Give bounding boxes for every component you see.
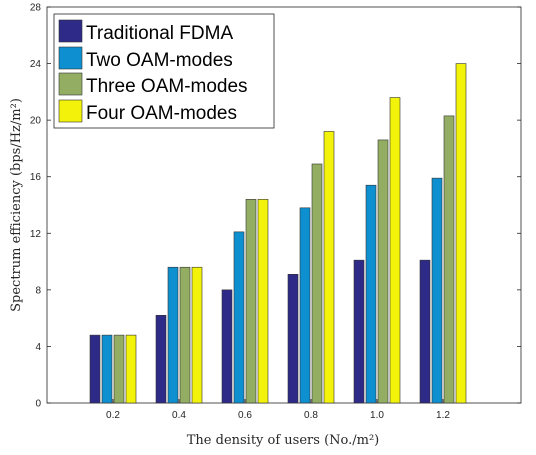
bar-four-oam-modes-1.2 [455, 63, 467, 404]
bar-traditional-fdma-1.2 [419, 259, 431, 404]
bar-three-oam-modes-0.2 [113, 334, 125, 404]
y-tick-label: 16 [30, 172, 42, 183]
bar-three-oam-modes-0.8 [311, 163, 323, 404]
x-tick-label: 0.6 [238, 410, 252, 421]
legend-swatch-two-oam-modes [58, 46, 83, 70]
bar-traditional-fdma-0.6 [221, 289, 233, 404]
bar-traditional-fdma-0.4 [155, 315, 167, 404]
legend-swatch-traditional-fdma [58, 19, 83, 43]
legend-swatch-three-oam-modes [58, 72, 83, 96]
x-tick-label: 1.2 [436, 410, 450, 421]
y-tick-label: 0 [35, 399, 41, 410]
legend-entry-four-oam-modes: Four OAM-modes [58, 99, 237, 124]
bar-four-oam-modes-1.0 [389, 97, 401, 404]
y-tick-label: 8 [35, 285, 41, 296]
y-tick-label: 28 [30, 3, 42, 14]
legend-entry-traditional-fdma: Traditional FDMA [58, 19, 233, 44]
legend-label-four-oam-modes: Four OAM-modes [86, 103, 237, 124]
bar-traditional-fdma-0.8 [287, 273, 299, 404]
bar-three-oam-modes-1.2 [443, 115, 455, 404]
y-tick-label: 20 [30, 116, 42, 127]
x-tick-label: 0.8 [304, 410, 318, 421]
bar-four-oam-modes-0.4 [191, 266, 203, 404]
bar-two-oam-modes-0.4 [167, 266, 179, 404]
bar-two-oam-modes-0.8 [299, 207, 311, 404]
bar-two-oam-modes-0.6 [233, 231, 245, 404]
legend-entry-three-oam-modes: Three OAM-modes [58, 72, 248, 97]
x-tick-label: 1.0 [370, 410, 384, 421]
legend-label-two-oam-modes: Two OAM-modes [86, 50, 233, 71]
legend-box [53, 13, 275, 129]
bar-four-oam-modes-0.2 [125, 334, 137, 404]
y-axis-ticks: 0 4 8 12 16 20 24 28 [30, 3, 521, 410]
bar-two-oam-modes-1.2 [431, 177, 443, 404]
y-tick-label: 12 [30, 229, 42, 240]
legend-entry-two-oam-modes: Two OAM-modes [58, 46, 233, 71]
x-axis-label: The density of users (No./m²) [187, 433, 379, 448]
x-tick-label: 0.2 [106, 410, 120, 421]
legend: Traditional FDMA Two OAM-modes Three OAM… [53, 13, 275, 129]
legend-label-traditional-fdma: Traditional FDMA [86, 23, 233, 44]
legend-label-three-oam-modes: Three OAM-modes [86, 76, 248, 97]
bar-two-oam-modes-0.2 [101, 334, 113, 404]
bar-two-oam-modes-1.0 [365, 184, 377, 404]
bar-four-oam-modes-0.8 [323, 131, 335, 404]
bar-traditional-fdma-0.2 [89, 334, 101, 404]
bar-traditional-fdma-1.0 [353, 259, 365, 404]
y-tick-label: 24 [30, 59, 42, 70]
bars [89, 63, 467, 404]
bar-three-oam-modes-1.0 [377, 139, 389, 404]
bar-three-oam-modes-0.6 [245, 199, 257, 404]
legend-swatch-four-oam-modes [58, 99, 83, 123]
y-tick-label: 4 [35, 342, 41, 353]
x-axis-ticks: 0.2 0.4 0.6 0.8 1.0 1.2 [106, 399, 450, 421]
bar-four-oam-modes-0.6 [257, 199, 269, 404]
bar-three-oam-modes-0.4 [179, 266, 191, 404]
y-axis-label: Spectrum efficiency (bps/Hz/m²) [9, 98, 24, 312]
x-tick-label: 0.4 [172, 410, 186, 421]
